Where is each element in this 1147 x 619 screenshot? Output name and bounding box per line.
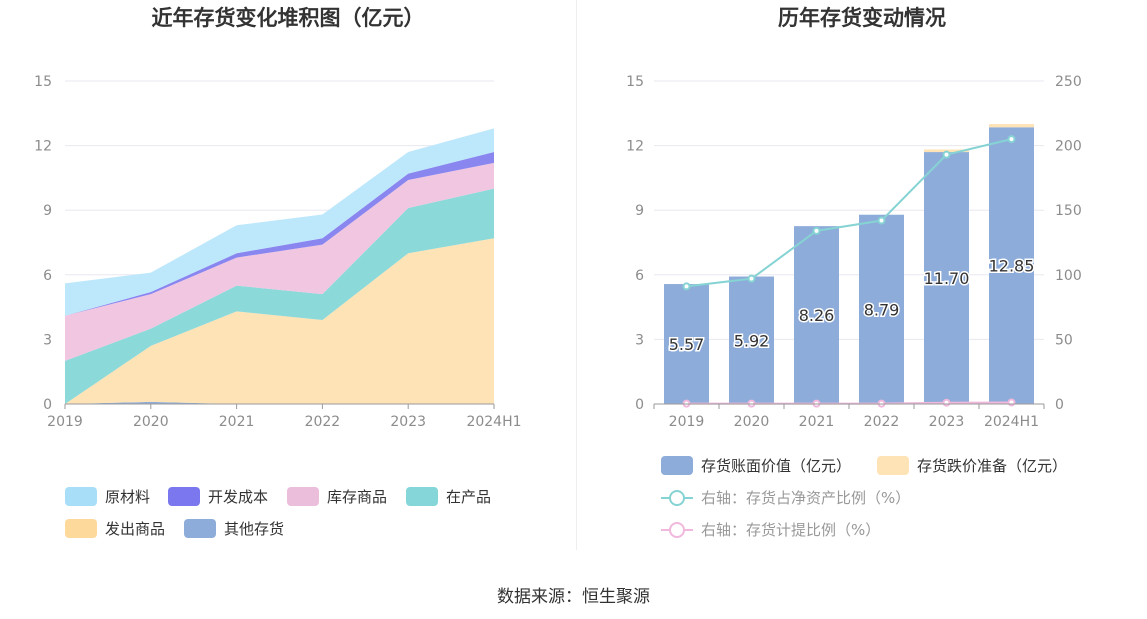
x-tick-label: 2023 [390, 414, 426, 430]
legend-item[interactable]: 发出商品 [65, 518, 165, 539]
bar-data-label: 8.79 [864, 300, 900, 319]
x-tick-label: 2022 [864, 414, 900, 430]
legend-marker [669, 521, 685, 538]
inventory-change-panel: 历年存货变动情况 0 3 6 9 12 15 0 50 100 150 200 250 5.57 5.92… [577, 0, 1147, 555]
legend-swatch [184, 519, 216, 538]
legend-label: 开发成本 [208, 488, 269, 506]
line-point [682, 282, 691, 291]
bar-book-value [729, 276, 774, 404]
x-tick-label: 2024H1 [984, 414, 1039, 430]
legend-swatch [65, 519, 97, 538]
data-source: 数据来源：恒生聚源 [497, 587, 650, 607]
bar-data-label: 8.26 [799, 306, 835, 325]
legend-label: 右轴：存货占净资产比例（%） [701, 489, 911, 507]
legend-swatch [661, 488, 693, 508]
y-tick-label: 0 [43, 397, 52, 413]
y-left-tick-label: 12 [626, 139, 644, 155]
legend-item[interactable]: 存货跌价准备（亿元） [877, 455, 1067, 476]
bar-data-label: 12.85 [989, 257, 1035, 276]
legend-item[interactable]: 存货账面价值（亿元） [661, 455, 851, 476]
bar-impairment [989, 124, 1034, 128]
panel-divider [576, 0, 577, 550]
line-series [686, 401, 1012, 405]
line-point [747, 274, 756, 283]
y-tick-label: 6 [43, 268, 52, 284]
bar-data-label: 5.57 [669, 335, 705, 354]
legend-swatch [661, 520, 693, 540]
legend-swatch [877, 456, 909, 475]
y-tick-label: 12 [34, 139, 52, 155]
legend-label: 在产品 [446, 488, 492, 506]
legend-label: 存货账面价值（亿元） [701, 457, 852, 475]
y-tick-label: 15 [34, 74, 52, 90]
legend-label: 其他存货 [224, 520, 285, 538]
y-right-tick-label: 250 [1055, 74, 1082, 90]
x-tick-label: 2020 [734, 414, 770, 430]
legend-swatch [168, 487, 200, 506]
bar-book-value [794, 226, 839, 404]
legend-item[interactable]: 在产品 [406, 486, 491, 507]
y-right-tick-label: 200 [1055, 139, 1082, 155]
legend-label: 存货跌价准备（亿元） [917, 457, 1068, 475]
stacked-area-chart: 0 3 6 9 12 15 2019 2020 2021 2022 2023 2024H1 [34, 74, 521, 430]
x-tick-label: 2021 [799, 414, 835, 430]
y-right-tick-label: 50 [1055, 332, 1073, 348]
area-series [65, 162, 494, 361]
y-left-tick-label: 15 [626, 74, 644, 90]
area-series [65, 188, 494, 404]
line-series [686, 138, 1012, 288]
y-tick-label: 3 [43, 332, 52, 348]
area-series [65, 152, 494, 316]
area-series [65, 128, 494, 316]
line-point [1007, 398, 1016, 407]
bar-book-value [924, 152, 969, 404]
line-point [812, 226, 821, 235]
x-tick-label: 2019 [47, 414, 83, 430]
x-tick-label: 2019 [669, 414, 705, 430]
x-tick-label: 2023 [929, 414, 965, 430]
legend-label: 库存商品 [327, 488, 388, 506]
line-point [942, 398, 951, 407]
area-series [65, 401, 494, 404]
bar-data-label: 11.70 [924, 269, 970, 288]
legend-item[interactable]: 其他存货 [184, 518, 284, 539]
stacked-area-panel: 近年存货变化堆积图（亿元） 0 3 6 9 12 15 2019 2020 2021 2022 20… [0, 0, 576, 555]
bar-book-value [859, 214, 904, 404]
area-series [65, 238, 494, 404]
y-left-tick-label: 0 [635, 397, 644, 413]
legend-swatch [406, 487, 438, 506]
legend-swatch [65, 487, 97, 506]
line-point [877, 216, 886, 225]
y-right-tick-label: 0 [1055, 397, 1064, 413]
y-right-tick-label: 100 [1055, 268, 1082, 284]
legend-swatch [287, 487, 319, 506]
line-point [942, 150, 951, 159]
y-left-tick-label: 3 [635, 332, 644, 348]
legend-item[interactable]: 右轴：存货占净资产比例（%） [661, 487, 910, 508]
legend-item[interactable]: 库存商品 [287, 486, 387, 507]
legend-label: 原材料 [105, 488, 151, 506]
y-left-tick-label: 9 [635, 203, 644, 219]
bar-book-value [989, 127, 1034, 405]
bar-data-label: 5.92 [734, 331, 770, 350]
legend-swatch [661, 456, 693, 475]
line-point [1007, 135, 1016, 144]
x-tick-label: 2022 [305, 414, 341, 430]
y-right-tick-label: 150 [1055, 203, 1082, 219]
x-tick-label: 2021 [219, 414, 255, 430]
legend-marker [669, 489, 685, 506]
y-left-tick-label: 6 [635, 268, 644, 284]
y-tick-label: 9 [43, 203, 52, 219]
bar-book-value [664, 284, 709, 404]
legend-label: 右轴：存货计提比例（%） [701, 521, 881, 539]
legend-label: 发出商品 [105, 520, 166, 538]
legend-item[interactable]: 开发成本 [168, 486, 268, 507]
right-chart-title: 历年存货变动情况 [778, 6, 946, 30]
legend-item[interactable]: 右轴：存货计提比例（%） [661, 519, 880, 540]
x-tick-label: 2024H1 [466, 414, 521, 430]
x-tick-label: 2020 [133, 414, 169, 430]
left-chart-title: 近年存货变化堆积图（亿元） [151, 6, 425, 30]
legend-item[interactable]: 原材料 [65, 486, 150, 507]
